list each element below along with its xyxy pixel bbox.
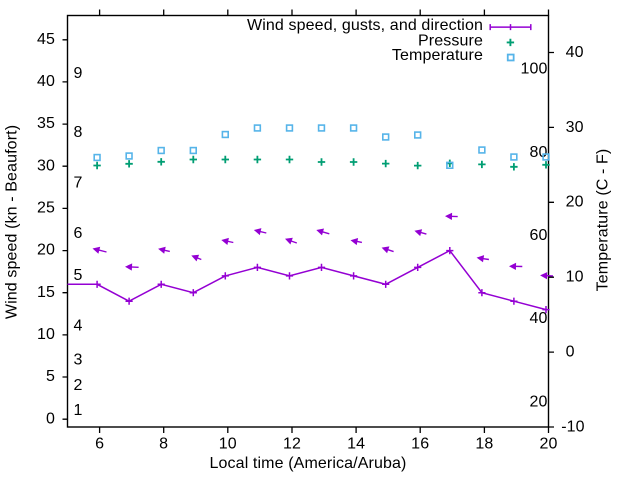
svg-text:Wind speed, gusts, and directi: Wind speed, gusts, and direction bbox=[247, 17, 483, 34]
svg-text:12: 12 bbox=[283, 435, 301, 452]
svg-text:Wind speed (kn - Beaufort): Wind speed (kn - Beaufort) bbox=[4, 125, 21, 319]
svg-text:30: 30 bbox=[37, 157, 55, 174]
svg-text:Local time (America/Aruba): Local time (America/Aruba) bbox=[210, 455, 407, 472]
svg-text:10: 10 bbox=[219, 435, 237, 452]
svg-text:14: 14 bbox=[347, 435, 365, 452]
svg-text:6: 6 bbox=[74, 225, 83, 242]
svg-text:1: 1 bbox=[74, 402, 83, 419]
svg-text:20: 20 bbox=[566, 194, 584, 211]
svg-text:10: 10 bbox=[566, 269, 584, 286]
svg-text:20: 20 bbox=[529, 393, 547, 410]
svg-text:60: 60 bbox=[529, 227, 547, 244]
svg-text:20: 20 bbox=[37, 242, 55, 259]
svg-text:Temperature: Temperature bbox=[392, 47, 483, 64]
svg-text:4: 4 bbox=[74, 318, 83, 335]
svg-text:5: 5 bbox=[46, 368, 55, 385]
svg-text:45: 45 bbox=[37, 31, 55, 48]
svg-text:Temperature (C - F): Temperature (C - F) bbox=[595, 149, 612, 292]
svg-text:8: 8 bbox=[74, 124, 83, 141]
svg-text:18: 18 bbox=[475, 435, 493, 452]
svg-text:7: 7 bbox=[74, 174, 83, 191]
svg-text:16: 16 bbox=[411, 435, 429, 452]
svg-text:35: 35 bbox=[37, 115, 55, 132]
svg-text:20: 20 bbox=[539, 435, 557, 452]
svg-text:80: 80 bbox=[529, 144, 547, 161]
svg-text:0: 0 bbox=[46, 410, 55, 427]
svg-text:-10: -10 bbox=[561, 418, 585, 435]
svg-text:30: 30 bbox=[566, 119, 584, 136]
svg-text:15: 15 bbox=[37, 284, 55, 301]
svg-text:100: 100 bbox=[520, 61, 547, 78]
svg-text:0: 0 bbox=[566, 344, 575, 361]
svg-text:40: 40 bbox=[529, 310, 547, 327]
svg-text:25: 25 bbox=[37, 200, 55, 217]
svg-text:40: 40 bbox=[37, 73, 55, 90]
svg-text:2: 2 bbox=[74, 377, 83, 394]
svg-text:6: 6 bbox=[95, 435, 104, 452]
svg-text:8: 8 bbox=[159, 435, 168, 452]
svg-text:40: 40 bbox=[566, 44, 584, 61]
svg-text:Pressure: Pressure bbox=[418, 33, 483, 50]
svg-text:9: 9 bbox=[74, 65, 83, 82]
svg-text:5: 5 bbox=[74, 267, 83, 284]
svg-text:3: 3 bbox=[74, 352, 83, 369]
svg-text:10: 10 bbox=[37, 326, 55, 343]
